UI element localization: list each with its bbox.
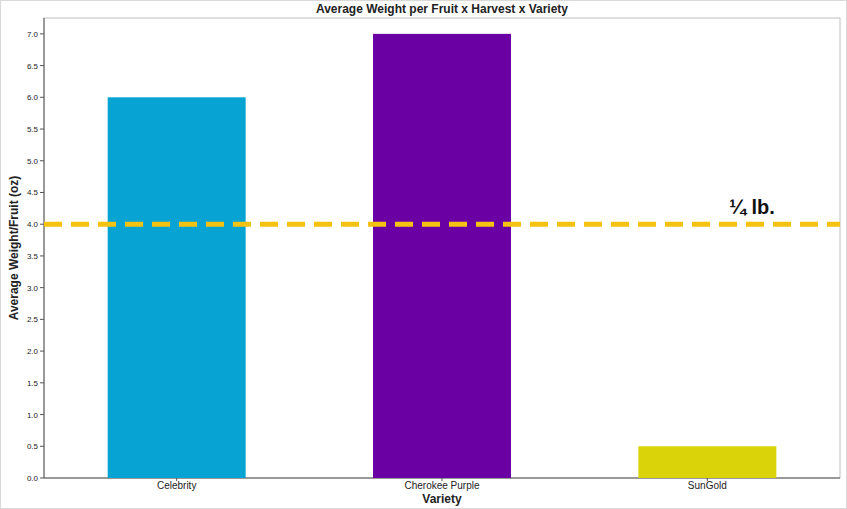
y-tick-label: 3.5 [27,252,39,261]
title: Average Weight per Fruit x Harvest x Var… [316,2,568,16]
y-tick [40,192,44,193]
y-tick [40,160,44,161]
y-tick [40,319,44,320]
y-tick [40,33,44,34]
y-tick [40,255,44,256]
y-tick [40,129,44,130]
y-tick-label: 1.5 [27,379,39,388]
y-axis [44,18,45,478]
bar [373,34,511,478]
y-tick [40,382,44,383]
bar [638,446,776,478]
y-tick-label: 5.0 [27,157,39,166]
y-tick-label: 2.0 [27,347,39,356]
y-tick [40,287,44,288]
x-tick-label: Celebrity [157,480,196,491]
y-tick [40,414,44,415]
y-tick-label: 7.0 [27,30,39,39]
bars [108,34,777,478]
y-tick [40,97,44,98]
y-tick-label: 6.5 [27,62,39,71]
x-tick-label: SunGold [688,480,727,491]
x-axis-label: Variety [422,492,462,506]
y-tick-label: 0.5 [27,442,39,451]
y-tick-label: 3.0 [27,284,39,293]
chart: Average Weight per Fruit x Harvest x Var… [0,0,847,509]
y-tick-label: 5.5 [27,125,39,134]
y-tick-label: 0.0 [27,474,39,483]
y-tick [40,478,44,479]
plot-frame [44,18,840,478]
y-tick-label: 1.0 [27,411,39,420]
y-tick-label: 4.5 [27,188,39,197]
reference-lines [44,224,840,225]
y-axis-label: Average Weight/Fruit (oz) [7,176,21,321]
y-tick [40,224,44,225]
y-tick-label: 4.0 [27,220,39,229]
y-tick [40,65,44,66]
y-tick-label: 2.5 [27,315,39,324]
bar [108,97,246,478]
reference-line [44,222,840,227]
y-tick [40,351,44,352]
y-tick [40,446,44,447]
background [1,1,847,509]
annotation: ¼ lb. [729,196,775,218]
x-tick-label: Cherokee Purple [404,480,479,491]
y-tick-label: 6.0 [27,93,39,102]
